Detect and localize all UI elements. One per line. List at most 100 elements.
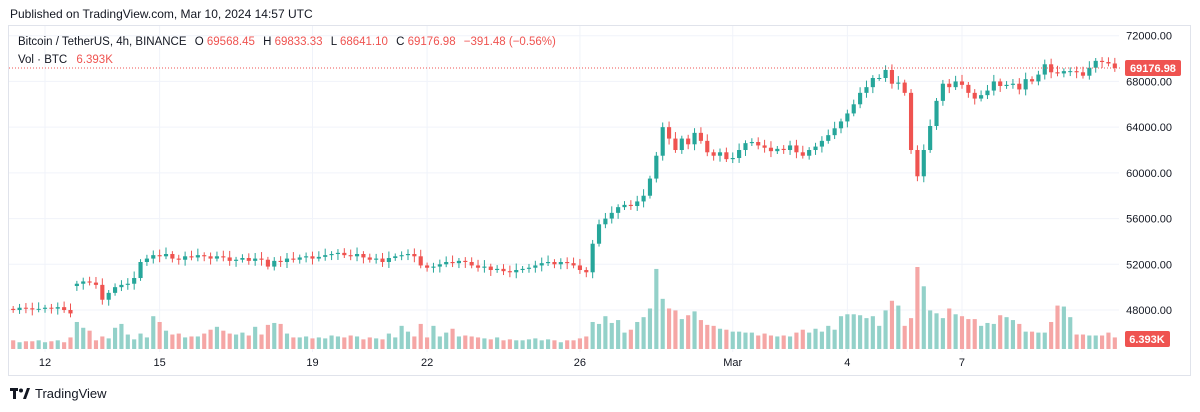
legend-symbol: Bitcoin / TetherUS, 4h, BINANCE: [18, 36, 187, 48]
candle-body: [265, 259, 270, 267]
candle-body: [354, 254, 360, 257]
volume-bar: [1112, 337, 1117, 349]
volume-bar: [628, 329, 633, 349]
time-axis[interactable]: 12 15 19 22 26 Mar 4 7: [39, 357, 965, 369]
time-tick-label: Mar: [723, 357, 742, 369]
volume-bar: [705, 324, 710, 349]
volume-bar: [520, 340, 525, 349]
volume-bar: [144, 337, 149, 349]
candle-body: [1049, 64, 1054, 73]
candle-body: [571, 263, 576, 266]
candle-body: [183, 256, 188, 260]
volume-bar: [106, 338, 111, 349]
candle-body: [800, 152, 805, 156]
candle-body: [1061, 71, 1066, 74]
candle-body: [768, 147, 774, 152]
volume-bar: [635, 321, 640, 349]
volume-bar: [501, 340, 506, 349]
volume-bar: [55, 340, 60, 349]
price-axis[interactable]: 72000.00 68000.00 64000.00 60000.00 56000.00…: [1126, 31, 1172, 317]
volume-bar: [577, 338, 582, 349]
candle-body: [832, 128, 837, 136]
volume-bar: [1061, 306, 1066, 349]
candle-body: [749, 142, 754, 144]
candle-body: [74, 283, 79, 287]
price-tick-label: 60000.00: [1126, 168, 1172, 180]
volume-bar: [265, 324, 270, 349]
candle-body: [17, 307, 22, 311]
candle-body: [112, 287, 118, 293]
volume-bar: [889, 300, 895, 349]
volume-bar: [17, 342, 22, 349]
volume-bar: [495, 337, 500, 349]
volume-bar: [456, 336, 462, 349]
last-volume-badge: [1125, 331, 1170, 347]
candle-body: [272, 260, 277, 267]
candle-body: [1004, 84, 1009, 87]
legend-volume: 6.393K: [76, 54, 113, 66]
volume-bar: [1049, 321, 1054, 349]
candle-body: [972, 92, 977, 99]
price-tick-label: 48000.00: [1126, 305, 1172, 317]
footer-brand[interactable]: TradingView: [10, 386, 107, 401]
candle-body: [908, 92, 914, 151]
volume-bar: [367, 337, 372, 349]
volume-bar: [526, 339, 532, 349]
volume-bar: [756, 335, 761, 349]
volume-bar: [1055, 305, 1060, 349]
candle-body: [616, 207, 621, 213]
tradingview-logo-icon: [10, 387, 30, 399]
volume-bar: [488, 339, 493, 349]
volume-bar: [533, 338, 538, 349]
volume-bar: [354, 336, 360, 349]
volume-bar: [36, 340, 41, 349]
candle-body: [838, 121, 844, 129]
candle-body: [49, 307, 54, 309]
volume-bar: [176, 333, 181, 349]
candle-body: [921, 150, 926, 177]
volume-bar: [686, 315, 691, 349]
volume-bar: [49, 341, 54, 349]
volume-bar: [787, 336, 793, 349]
volume-bar: [93, 340, 99, 349]
volume-bar: [724, 329, 729, 349]
volume-bar: [858, 315, 863, 349]
candle-body: [807, 150, 812, 156]
volume-bar: [11, 340, 16, 349]
volume-bar: [405, 331, 411, 349]
volume-bar: [870, 316, 875, 349]
legend-close: 69176.98: [408, 36, 456, 48]
price-tick-label: 64000.00: [1126, 122, 1172, 134]
candle-body: [501, 268, 506, 272]
volume-bar: [1093, 335, 1098, 349]
candle-body: [1036, 74, 1041, 82]
volume-bar: [469, 336, 474, 349]
volume-bar: [157, 321, 162, 349]
candle-body: [673, 138, 678, 151]
candle-body: [953, 81, 958, 88]
candle-body: [877, 78, 882, 80]
volume-bar: [335, 336, 341, 349]
volume-bar: [202, 333, 207, 349]
candle-body: [902, 82, 907, 93]
candle-body: [329, 254, 334, 256]
candle-body: [743, 143, 748, 151]
volume-bar: [928, 310, 933, 349]
volume-bar: [233, 334, 239, 349]
volume-bar: [622, 332, 627, 349]
candle-body: [826, 135, 831, 141]
candle-body: [851, 104, 856, 114]
candle-body: [737, 150, 742, 159]
volume-bar: [1017, 323, 1022, 349]
candle-body: [195, 255, 200, 258]
candle-body: [36, 308, 41, 310]
volume-bar: [851, 314, 856, 349]
volume-bar: [838, 316, 844, 349]
volume-bar: [711, 325, 716, 349]
candle-body: [641, 195, 646, 202]
chart-frame[interactable]: [8, 25, 1191, 376]
candle-body: [686, 138, 691, 145]
volume-bar: [425, 337, 430, 349]
candle-body: [813, 146, 818, 151]
